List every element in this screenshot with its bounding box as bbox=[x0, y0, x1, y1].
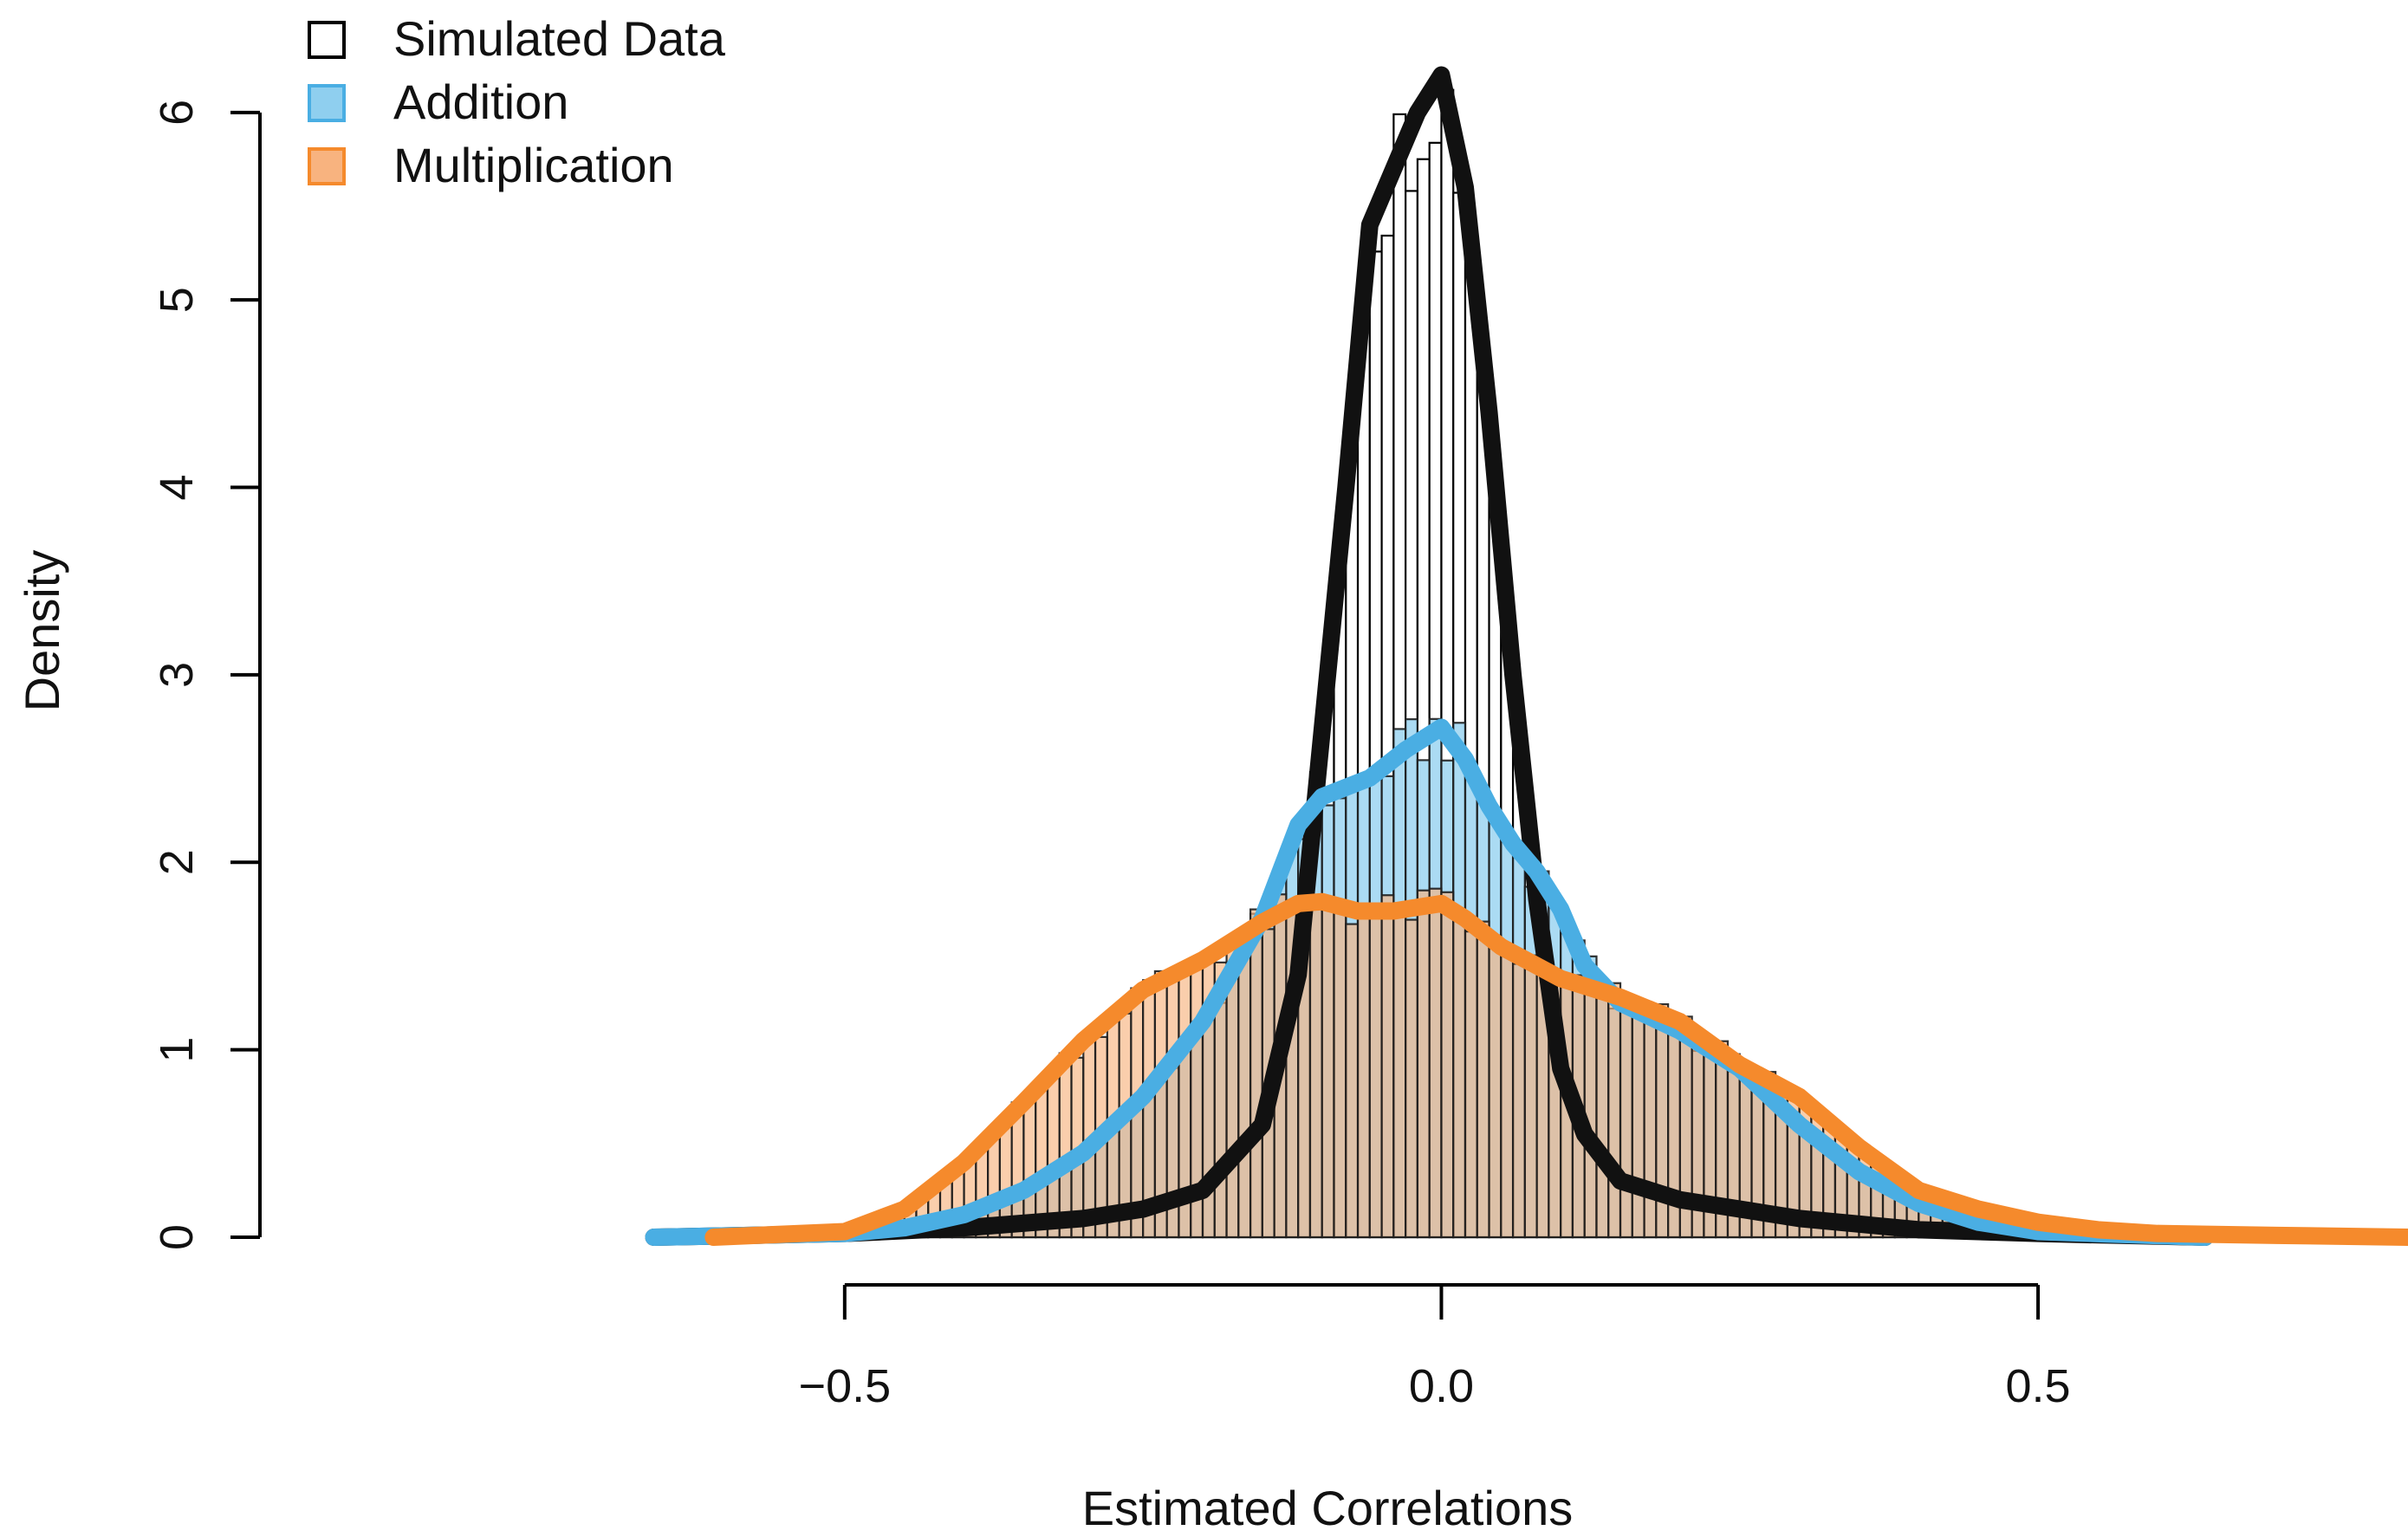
histogram-bar bbox=[1321, 906, 1335, 1239]
histogram-bar bbox=[1595, 996, 1610, 1239]
y-tick-label: 6 bbox=[151, 100, 203, 126]
histogram-bar bbox=[1488, 934, 1503, 1239]
y-tick-label: 3 bbox=[151, 662, 203, 688]
density-curves-layer bbox=[645, 66, 2408, 1246]
histogram-bar bbox=[1619, 994, 1633, 1239]
density-curve-addition bbox=[645, 718, 2214, 1246]
histogram-bar bbox=[1583, 974, 1598, 1239]
y-tick-label: 1 bbox=[151, 1037, 203, 1063]
histogram-bar bbox=[1464, 931, 1478, 1239]
histogram-bar bbox=[1476, 920, 1490, 1239]
legend-swatch-addition bbox=[308, 84, 346, 122]
histogram-bar bbox=[1308, 895, 1323, 1239]
histogram-bar bbox=[1643, 1006, 1658, 1239]
legend-label-simulated-data: Simulated Data bbox=[393, 11, 726, 66]
legend-swatch-simulated-data bbox=[308, 21, 346, 59]
legend-swatch-multiplication bbox=[308, 147, 346, 185]
histogram-bar bbox=[1368, 904, 1383, 1239]
histogram-bar bbox=[1607, 982, 1622, 1239]
histogram-bar bbox=[1333, 908, 1347, 1239]
histogram-bar bbox=[1511, 963, 1526, 1239]
x-tick-label: 0.5 bbox=[2006, 1360, 2071, 1412]
histogram-bar bbox=[1500, 948, 1515, 1239]
histogram-bar bbox=[1416, 889, 1431, 1239]
density-curve-simulated-data bbox=[645, 66, 2214, 1246]
axes-layer: 0 1 2 3 4 5 6 −0.5 0.0 0.5 bbox=[151, 100, 2071, 1412]
y-tick-label: 5 bbox=[151, 287, 203, 313]
histogram-bar bbox=[1058, 1052, 1073, 1239]
x-tick-label: −0.5 bbox=[799, 1360, 892, 1412]
legend-label-multiplication: Multiplication bbox=[393, 138, 674, 192]
histogram-bar bbox=[1392, 904, 1407, 1239]
histogram-bar bbox=[1356, 914, 1371, 1239]
histogram-bar bbox=[1380, 894, 1395, 1239]
y-tick-label: 2 bbox=[151, 849, 203, 875]
x-axis-title: Estimated Correlations bbox=[1082, 1481, 1573, 1535]
x-tick-label: 0.0 bbox=[1409, 1360, 1474, 1412]
histogram-bar bbox=[1523, 954, 1538, 1239]
histogram-bars-layer bbox=[688, 88, 2362, 1239]
histogram-bar bbox=[1249, 908, 1263, 1239]
histogram-bar bbox=[1631, 1012, 1645, 1239]
histogram-bar bbox=[1345, 923, 1360, 1239]
histogram-bar bbox=[1440, 891, 1455, 1239]
histogram-bar bbox=[1428, 887, 1443, 1239]
density-curve-multiplication bbox=[704, 892, 2408, 1246]
y-tick-label: 0 bbox=[151, 1224, 203, 1250]
legend: Simulated Data Addition Multiplication bbox=[308, 11, 726, 192]
histogram-bar bbox=[1452, 914, 1467, 1239]
y-tick-label: 4 bbox=[151, 475, 203, 501]
histogram-bar bbox=[1405, 918, 1419, 1239]
histogram-bar bbox=[1237, 932, 1252, 1239]
y-axis-title: Density bbox=[15, 550, 69, 712]
legend-label-addition: Addition bbox=[393, 75, 568, 129]
